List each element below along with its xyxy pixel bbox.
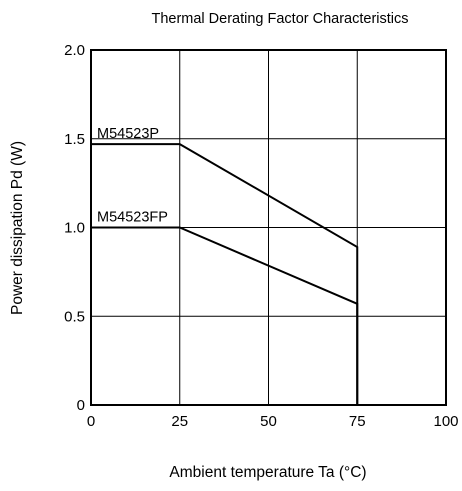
y-tick-label: 0 [77,397,85,414]
x-tick-label: 0 [87,413,95,430]
x-tick-label: 100 [433,413,458,430]
plot-frame [90,49,447,406]
x-tick-label: 25 [171,413,188,430]
series-layer: M54523P M54523FP [91,126,359,405]
series-line-1 [91,143,359,405]
x-axis-label: Ambient temperature Ta (°C) [169,464,366,481]
chart-title: Thermal Derating Factor Characteristics [151,11,408,27]
x-tick-label: 75 [349,413,366,430]
x-tick-label: 50 [260,413,277,430]
y-tick-label: 2.0 [64,42,85,59]
y-tick-label: 1.5 [64,131,85,148]
series-line-2 [91,226,359,405]
y-tick-label: 1.0 [64,220,85,237]
series-label-1: M54523P [97,126,159,142]
y-tick-label: 0.5 [64,308,85,325]
y-axis-label: Power dissipation Pd (W) [9,141,26,315]
tick-labels: 0 25 50 75 100 0 0.5 1.0 1.5 2.0 [64,42,458,430]
series-label-2: M54523FP [97,210,168,226]
